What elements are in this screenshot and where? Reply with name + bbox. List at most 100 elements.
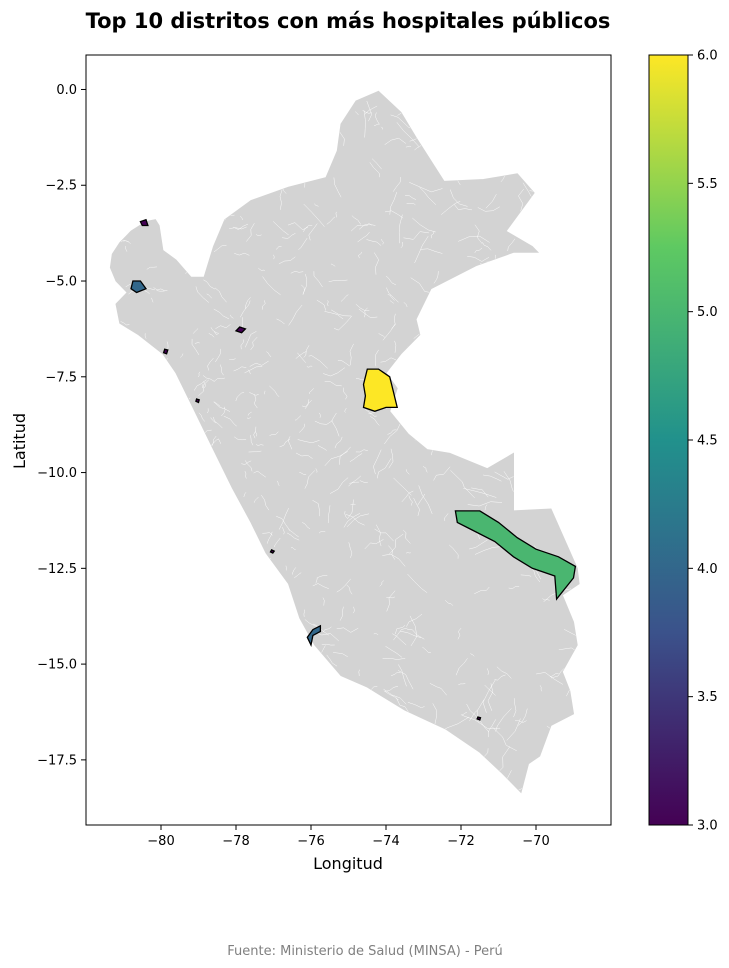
district-boundary-line [302, 274, 308, 294]
district-boundary-line [210, 327, 220, 334]
district-boundary-line [378, 333, 386, 338]
district-boundary-line [366, 100, 372, 122]
district-boundary-line [297, 439, 320, 444]
district-boundary-line [279, 189, 283, 210]
district-boundary-line [385, 275, 397, 286]
district-boundary-line [244, 471, 247, 479]
district-boundary-line [328, 279, 348, 282]
district-boundary-line [288, 529, 299, 538]
district-boundary-line [432, 703, 438, 726]
district-boundary-line [500, 174, 505, 183]
district-boundary-line [358, 308, 378, 318]
district-boundary-line [506, 718, 521, 741]
district-boundary-line [303, 224, 313, 233]
district-boundary-line [467, 256, 490, 262]
x-tick-label: −80 [147, 834, 174, 849]
district-boundary-line [250, 435, 254, 446]
colorbar-tick-label: 3.5 [697, 690, 718, 705]
district-boundary-line [357, 231, 370, 243]
district-boundary-line [245, 460, 253, 472]
district-boundary-line [390, 672, 401, 677]
district-boundary-line [515, 720, 527, 723]
y-axis-title: Latitud [10, 413, 29, 469]
district-boundary-line [258, 268, 265, 271]
district-boundary-line [243, 492, 247, 498]
highlighted-district-6 [234, 326, 247, 334]
district-boundary-line [333, 315, 353, 331]
district-boundary-line [408, 495, 413, 506]
district-boundary-line [276, 515, 291, 531]
district-boundary-line [287, 222, 308, 230]
x-axis: −80 −78 −76 −74 −72 −70 [147, 825, 550, 849]
district-boundary-line [343, 387, 348, 400]
district-boundary-line [233, 223, 249, 230]
colorbar-tick-label: 5.0 [697, 305, 718, 320]
district-boundary-line [256, 444, 264, 446]
district-boundary-line [476, 709, 489, 733]
district-boundary-line [204, 429, 212, 434]
district-boundary-line [358, 669, 360, 677]
district-boundary-line [262, 532, 273, 536]
district-boundary-line [369, 162, 380, 178]
district-boundary-line [383, 690, 399, 701]
district-boundary-line [449, 544, 459, 559]
colorbar-tick-label: 4.5 [697, 434, 718, 449]
district-boundary-line [331, 412, 340, 437]
district-boundary-line [315, 468, 318, 473]
district-boundary-line [344, 407, 347, 413]
peru-country-shape [109, 90, 580, 794]
district-boundary-line [198, 371, 200, 378]
colorbar-ticks: 3.0 3.5 4.0 4.5 5.0 5.5 6.0 [688, 49, 718, 834]
district-boundary-line [314, 203, 319, 207]
district-boundary-line [321, 643, 335, 646]
district-boundary-line [324, 381, 342, 387]
district-boundary-line [419, 187, 437, 205]
district-boundary-line [193, 328, 199, 334]
district-boundary-line [485, 194, 497, 209]
district-boundary-line [144, 289, 150, 295]
district-boundary-line [366, 239, 382, 246]
district-boundary-line [345, 514, 365, 526]
district-boundary-line [403, 302, 408, 307]
highlighted-district-2 [454, 510, 577, 601]
district-boundary-line [287, 436, 293, 450]
y-tick-label: −17.5 [37, 753, 77, 768]
district-boundary-line [208, 332, 215, 338]
district-boundary-line [215, 324, 231, 329]
district-boundary-line [484, 684, 496, 696]
district-boundary-line [387, 294, 395, 301]
district-boundary-line [269, 385, 280, 397]
district-boundary-line [551, 667, 566, 679]
district-boundary-line [407, 702, 425, 708]
district-boundary-line [368, 412, 376, 415]
district-boundary-line [474, 224, 483, 244]
district-boundary-line [233, 366, 247, 372]
district-boundary-line [229, 226, 247, 230]
district-boundary-line [486, 668, 489, 675]
district-boundary-line [240, 215, 243, 220]
district-boundary-line [364, 307, 368, 318]
district-boundary-line [405, 145, 412, 148]
district-boundary-line [467, 501, 503, 507]
district-boundary-line [458, 683, 466, 686]
district-boundary-line [336, 578, 351, 593]
district-boundary-line [219, 364, 224, 376]
district-boundary-line [518, 708, 528, 726]
district-boundary-line [379, 580, 384, 587]
district-boundary-line [275, 246, 282, 250]
highlighted-district-5 [139, 218, 149, 227]
district-boundary-line [244, 366, 263, 374]
district-boundary-line [303, 203, 325, 227]
district-boundary-line [380, 126, 383, 130]
district-boundary-line [409, 182, 443, 193]
district-boundary-line [254, 394, 258, 409]
district-boundary-line [422, 466, 428, 473]
district-boundary-line [125, 246, 128, 252]
district-boundary-line [153, 287, 165, 291]
district-boundary-line [359, 224, 376, 230]
district-boundary-line [487, 683, 494, 711]
district-boundary-line [198, 412, 205, 422]
district-boundary-line [340, 294, 349, 302]
district-boundary-line [393, 477, 412, 496]
